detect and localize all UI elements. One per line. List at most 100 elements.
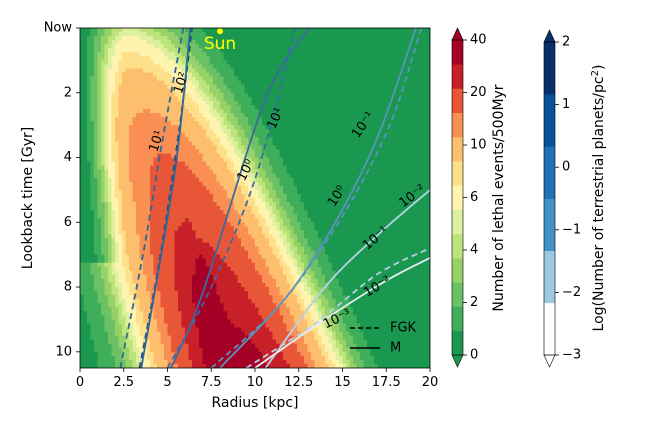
heat-cell	[332, 72, 336, 77]
heat-cell	[349, 84, 354, 90]
heat-cell	[279, 214, 284, 219]
heat-cell	[342, 169, 347, 175]
heat-cell	[234, 137, 238, 142]
heat-cell	[248, 226, 252, 231]
heat-cell	[346, 181, 350, 187]
heat-cell	[321, 157, 326, 162]
heat-cell	[104, 100, 109, 106]
heat-cell	[426, 104, 430, 110]
heat-cell	[160, 133, 165, 138]
heat-cell	[157, 173, 161, 179]
heat-cell	[258, 165, 263, 171]
heat-cell	[370, 80, 375, 86]
heat-cell	[146, 185, 151, 191]
heat-cell	[318, 161, 322, 167]
heat-cell	[307, 113, 312, 118]
heat-cell	[132, 68, 137, 73]
heat-cell	[90, 137, 95, 142]
heat-cell	[339, 161, 343, 167]
heat-cell	[146, 210, 151, 215]
heat-cell	[248, 44, 252, 49]
heat-cell	[258, 141, 263, 146]
heat-cell	[412, 133, 417, 138]
heat-cell	[213, 165, 217, 171]
heat-cell	[290, 113, 294, 118]
heat-cell	[178, 157, 182, 162]
heat-cell	[111, 36, 116, 41]
heat-cell	[83, 137, 88, 142]
heat-cell	[90, 218, 95, 223]
heat-cell	[223, 32, 228, 37]
heat-cell	[297, 72, 301, 77]
heat-cell	[220, 40, 224, 45]
heat-cell	[248, 80, 252, 86]
heat-cell	[101, 226, 105, 231]
heat-cell	[87, 76, 91, 82]
heat-cell	[153, 44, 158, 49]
heat-cell	[220, 165, 224, 171]
heat-cell	[132, 52, 137, 57]
heat-cell	[395, 68, 399, 73]
heat-cell	[307, 133, 312, 138]
heat-cell	[150, 121, 154, 126]
heat-cell	[388, 189, 392, 195]
heat-cell	[426, 193, 430, 199]
heat-cell	[213, 108, 217, 114]
heat-cell	[426, 181, 430, 187]
heat-cell	[83, 165, 88, 171]
heat-cell	[335, 189, 340, 195]
heat-cell	[297, 48, 301, 53]
heat-cell	[188, 80, 193, 86]
heat-cell	[272, 149, 277, 154]
heat-cell	[328, 161, 333, 167]
heat-cell	[423, 108, 427, 114]
heat-cell	[143, 169, 147, 175]
heat-cell	[300, 113, 305, 118]
heat-cell	[419, 137, 424, 142]
heat-cell	[83, 210, 88, 215]
heat-cell	[321, 40, 326, 45]
heat-cell	[227, 40, 231, 45]
heat-cell	[125, 218, 130, 223]
heat-cell	[164, 165, 168, 171]
heat-cell	[118, 193, 123, 199]
heat-cell	[94, 92, 98, 98]
heat-cell	[395, 149, 399, 154]
heat-cell	[234, 145, 238, 150]
heat-cell	[423, 189, 427, 195]
heat-cell	[262, 40, 266, 45]
heat-cell	[206, 137, 210, 142]
heat-cell	[202, 193, 207, 199]
heat-cell	[248, 210, 252, 215]
heat-cell	[213, 226, 217, 231]
heat-cell	[125, 76, 130, 82]
heat-cell	[370, 222, 375, 227]
heat-cell	[209, 88, 214, 94]
heat-cell	[139, 52, 144, 57]
heat-cell	[213, 202, 217, 207]
heat-cell	[244, 113, 249, 118]
heat-cell	[80, 80, 84, 86]
heat-cell	[227, 193, 231, 199]
heat-cell	[279, 32, 284, 37]
heat-cell	[251, 214, 256, 219]
heat-cell	[384, 218, 389, 223]
heat-cell	[125, 117, 130, 122]
heat-cell	[367, 226, 371, 231]
heat-cell	[248, 129, 252, 134]
heat-cell	[248, 32, 252, 37]
heat-cell	[122, 113, 126, 118]
heat-cell	[297, 185, 301, 191]
heat-cell	[353, 129, 357, 134]
heat-cell	[311, 185, 315, 191]
heat-cell	[132, 202, 137, 207]
heat-cell	[167, 161, 172, 167]
heat-cell	[146, 96, 151, 102]
heat-cell	[111, 145, 116, 150]
heat-cell	[283, 129, 287, 134]
heat-cell	[146, 193, 151, 199]
heat-cell	[405, 222, 410, 227]
heat-cell	[115, 226, 119, 231]
heat-cell	[146, 28, 151, 33]
heat-cell	[367, 161, 371, 167]
